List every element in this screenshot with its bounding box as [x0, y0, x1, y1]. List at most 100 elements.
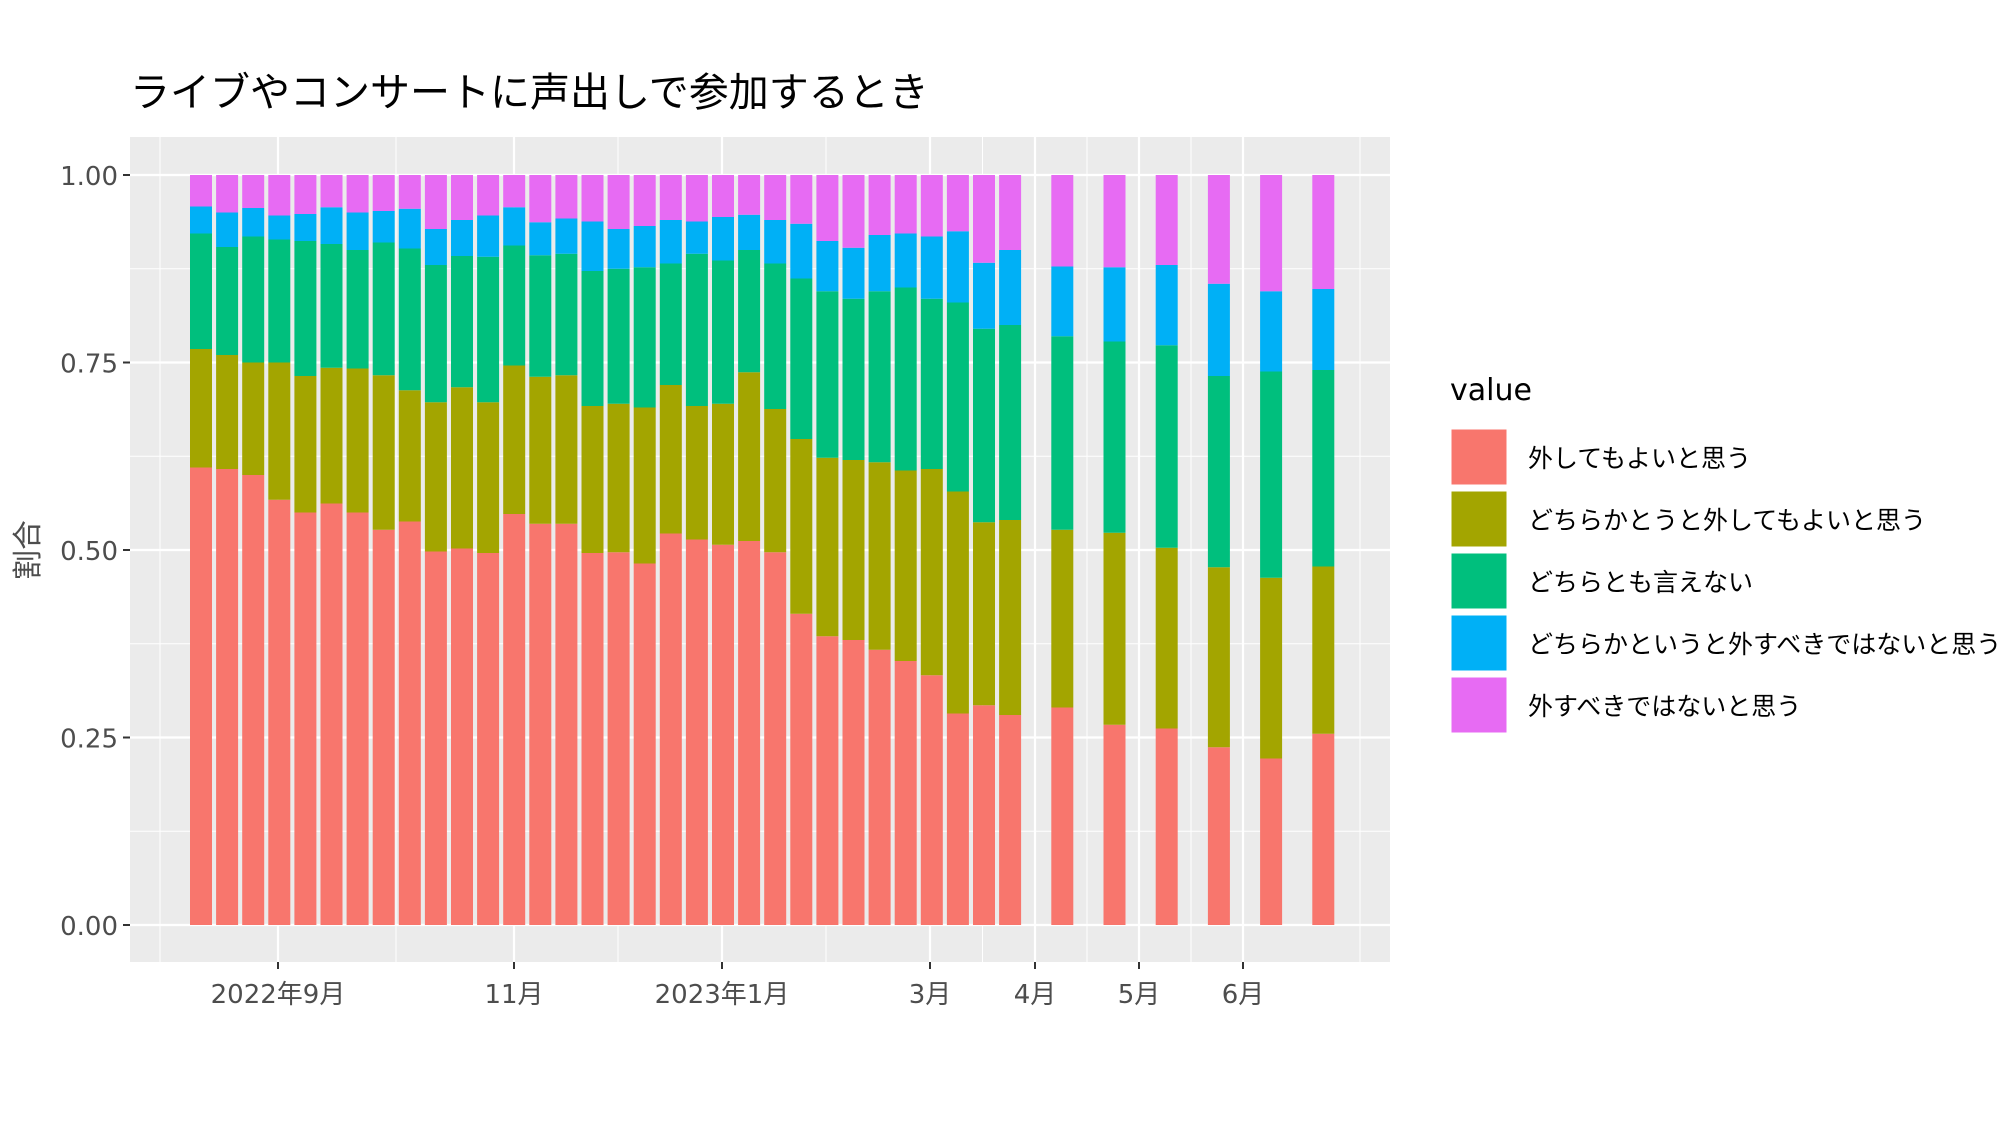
bar-segment [1051, 707, 1074, 925]
bar-segment [346, 250, 369, 369]
bar-segment [738, 214, 761, 250]
bar-segment [190, 233, 212, 349]
bar-segment [346, 212, 369, 250]
bar-segment [242, 362, 265, 475]
bar-segment [1051, 529, 1074, 708]
bar-segment [790, 278, 813, 439]
bar-segment [920, 469, 943, 676]
bar-segment [268, 175, 291, 216]
bar-segment [659, 175, 682, 220]
y-axis: 0.00 0.25 0.50 0.75 1.00 [60, 162, 130, 942]
bar-segment [451, 387, 473, 549]
legend-key [1448, 426, 1510, 488]
bar-segment [1051, 175, 1074, 267]
legend: value 外してもよいと思うどちらかとうと外してもよいと思うどちらとも言えない… [1448, 373, 2000, 736]
bar-segment [1260, 291, 1283, 372]
bar-segment [842, 298, 865, 460]
bar-segment [894, 661, 917, 925]
bar-segment [320, 175, 343, 208]
bar-segment [1103, 267, 1126, 342]
bar-segment [294, 241, 317, 376]
legend-key [1448, 488, 1510, 550]
x-tick-label: 2023年1月 [655, 980, 790, 1010]
bar-segment [268, 239, 291, 363]
bar-segment [555, 253, 578, 376]
bar-segment [868, 291, 891, 463]
bar-segment [555, 375, 578, 524]
bar-segment [712, 403, 734, 545]
bar-segment [607, 268, 630, 404]
bar-segment [1260, 758, 1283, 925]
bar-segment [320, 367, 343, 504]
y-tick-label: 0.00 [60, 912, 118, 942]
bar-segment [633, 267, 656, 408]
bar-segment [424, 402, 447, 552]
bar-segment [738, 372, 761, 541]
bar-segment [451, 548, 473, 925]
bar-segment [1207, 283, 1230, 376]
bar-segment [1103, 175, 1126, 268]
bar-segment [790, 223, 813, 279]
bar-segment [398, 390, 421, 522]
bar-segment [633, 175, 656, 226]
bar-segment [529, 222, 552, 256]
bar-segment [242, 208, 265, 237]
legend-label: どちらかとうと外してもよいと思う [1528, 506, 1926, 535]
bar-segment [477, 256, 500, 403]
bar-segment [1312, 175, 1335, 289]
bar-segment [294, 376, 317, 513]
bar-segment [973, 522, 995, 706]
bar-segment [451, 256, 473, 388]
bar-segment [607, 229, 630, 269]
bar-segment [1207, 747, 1230, 925]
x-tick-label: 6月 [1222, 980, 1265, 1010]
bar-segment [1207, 567, 1230, 748]
bar-segment [659, 533, 682, 925]
legend-key [1448, 674, 1510, 736]
bar-segment [685, 175, 708, 222]
bar-segment [477, 175, 500, 216]
bar-segment [555, 523, 578, 925]
bar-segment [894, 287, 917, 471]
bar-segment [190, 175, 212, 207]
bar-segment [868, 649, 891, 925]
bar-segment [816, 636, 839, 925]
bar-segment [868, 462, 891, 650]
bar-segment [477, 553, 500, 925]
legend-label: 外してもよいと思う [1528, 444, 1751, 473]
bar-segment [685, 406, 708, 540]
bar-segment [216, 469, 239, 925]
bar-segment [659, 220, 682, 264]
bar-segment [477, 215, 500, 257]
bar-segment [1155, 728, 1178, 925]
bar-segment [790, 175, 813, 224]
bar-segment [920, 175, 943, 237]
bar-segment [529, 255, 552, 377]
bar-segment [973, 328, 995, 523]
bar-segment [503, 514, 526, 925]
bar-segment [973, 175, 995, 263]
bar-segment [1207, 376, 1230, 568]
x-tick-label: 4月 [1014, 980, 1057, 1010]
bar-segment [242, 175, 265, 208]
bar-segment [659, 385, 682, 534]
bar-segment [190, 349, 212, 468]
bar-segment [920, 236, 943, 299]
bar-segment [712, 260, 734, 404]
bar-segment [607, 403, 630, 553]
bar-segment [1207, 175, 1230, 284]
bar-segment [1051, 266, 1074, 337]
bar-segment [372, 211, 395, 243]
legend-title: value [1450, 373, 1532, 408]
bar-segment [1155, 345, 1178, 548]
bar-segment [190, 206, 212, 234]
legend-label: 外すべきではないと思う [1528, 692, 1801, 721]
bar-segment [581, 271, 604, 406]
bar-segment [346, 368, 369, 513]
bar-segment [1260, 371, 1283, 578]
bar-segment [946, 491, 969, 714]
bar-segment [451, 220, 473, 256]
bar-segment [1155, 547, 1178, 729]
bar-segment [372, 175, 395, 211]
